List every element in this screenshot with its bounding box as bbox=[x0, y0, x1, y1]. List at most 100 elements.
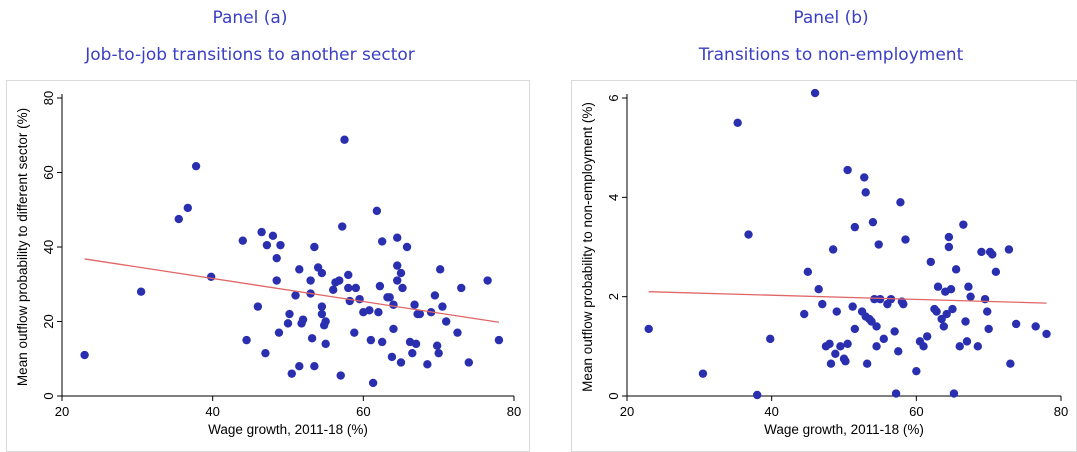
data-point bbox=[396, 358, 406, 367]
data-point bbox=[964, 282, 973, 291]
data-point bbox=[191, 161, 201, 171]
y-tick-label: 0 bbox=[41, 392, 56, 399]
data-point bbox=[430, 291, 440, 300]
y-tick-label: 40 bbox=[41, 240, 56, 254]
data-point bbox=[850, 222, 860, 232]
y-axis-label: Mean outflow probability to different se… bbox=[15, 108, 30, 386]
data-point bbox=[310, 242, 319, 252]
data-point bbox=[396, 268, 406, 278]
data-point bbox=[410, 300, 419, 309]
data-point bbox=[355, 294, 364, 304]
data-point bbox=[438, 302, 447, 311]
data-point bbox=[899, 299, 908, 309]
fit-line bbox=[84, 258, 500, 323]
data-point bbox=[408, 348, 417, 358]
data-point bbox=[366, 335, 376, 345]
data-point bbox=[272, 276, 281, 285]
data-point bbox=[966, 292, 975, 301]
data-point bbox=[387, 352, 397, 362]
data-point bbox=[875, 294, 885, 304]
data-point bbox=[868, 217, 878, 227]
x-tick-label: 60 bbox=[356, 404, 370, 419]
data-point bbox=[810, 88, 820, 98]
data-point bbox=[831, 349, 840, 358]
data-point bbox=[861, 188, 870, 197]
x-tick-label: 80 bbox=[1054, 404, 1068, 419]
data-point bbox=[238, 236, 247, 245]
data-point bbox=[483, 276, 492, 285]
data-point bbox=[340, 135, 349, 144]
data-point bbox=[949, 389, 959, 398]
data-point bbox=[932, 307, 941, 316]
data-point bbox=[285, 309, 294, 319]
data-point bbox=[766, 334, 775, 344]
data-point bbox=[385, 293, 394, 302]
data-point bbox=[402, 242, 412, 252]
data-point bbox=[377, 237, 387, 246]
data-point bbox=[457, 283, 466, 293]
data-point bbox=[398, 283, 407, 293]
data-point bbox=[317, 268, 327, 278]
data-point bbox=[377, 337, 387, 347]
data-point bbox=[961, 317, 970, 326]
x-axis-label: Wage growth, 2011-18 (%) bbox=[764, 422, 924, 437]
data-point bbox=[1031, 322, 1040, 331]
data-point bbox=[1006, 359, 1015, 368]
data-point bbox=[393, 276, 402, 285]
data-point bbox=[393, 233, 402, 242]
data-point bbox=[955, 342, 964, 351]
panel-a-label: Panel (a) bbox=[212, 8, 288, 28]
data-point bbox=[242, 335, 251, 345]
data-point bbox=[291, 291, 300, 300]
data-point bbox=[848, 302, 857, 311]
y-tick-label: 0 bbox=[606, 392, 621, 399]
y-tick-label: 60 bbox=[41, 165, 56, 179]
data-point bbox=[368, 378, 378, 388]
data-point bbox=[80, 350, 89, 360]
data-point bbox=[744, 230, 753, 239]
data-point bbox=[850, 324, 860, 334]
data-point bbox=[375, 281, 385, 291]
data-point bbox=[862, 359, 872, 368]
data-point bbox=[832, 307, 841, 316]
data-point bbox=[959, 220, 968, 229]
data-point bbox=[310, 362, 319, 371]
data-point bbox=[860, 173, 869, 182]
data-point bbox=[268, 231, 278, 241]
data-point bbox=[321, 317, 330, 326]
data-point bbox=[415, 309, 425, 319]
data-point bbox=[939, 322, 949, 331]
data-point bbox=[753, 390, 762, 400]
panel-b-svg: 20 40 60 80 0 2 4 6 Wage growth, 2011-18 (%) Mean… bbox=[571, 80, 1077, 452]
data-point bbox=[174, 214, 183, 224]
data-point bbox=[136, 287, 146, 296]
y-tick-label: 2 bbox=[606, 293, 621, 300]
data-point bbox=[922, 332, 932, 341]
y-tick-label: 6 bbox=[606, 94, 621, 101]
data-point bbox=[973, 342, 983, 351]
y-tick-label: 4 bbox=[606, 194, 621, 201]
data-point bbox=[919, 342, 928, 351]
data-point bbox=[926, 257, 935, 267]
data-point bbox=[435, 265, 445, 274]
data-point bbox=[372, 206, 382, 216]
data-point bbox=[306, 276, 315, 285]
data-point bbox=[344, 270, 353, 280]
data-point bbox=[298, 315, 308, 324]
x-tick-label: 20 bbox=[55, 404, 69, 419]
data-point bbox=[962, 337, 972, 346]
x-tick-label: 40 bbox=[205, 404, 219, 419]
x-tick-label: 20 bbox=[620, 404, 634, 419]
data-point bbox=[1004, 245, 1014, 254]
y-tick-label: 20 bbox=[41, 314, 56, 328]
data-point bbox=[942, 309, 951, 319]
data-point bbox=[274, 328, 284, 337]
data-point bbox=[432, 341, 442, 350]
data-point bbox=[261, 348, 270, 358]
data-point bbox=[494, 335, 504, 345]
data-point bbox=[951, 265, 961, 274]
panel-a-chart: 20 40 60 80 0 20 40 60 80 Wage growth, 2011-18 (%… bbox=[6, 80, 530, 452]
data-point bbox=[891, 389, 901, 398]
data-point bbox=[828, 245, 838, 254]
data-point bbox=[1011, 319, 1021, 329]
